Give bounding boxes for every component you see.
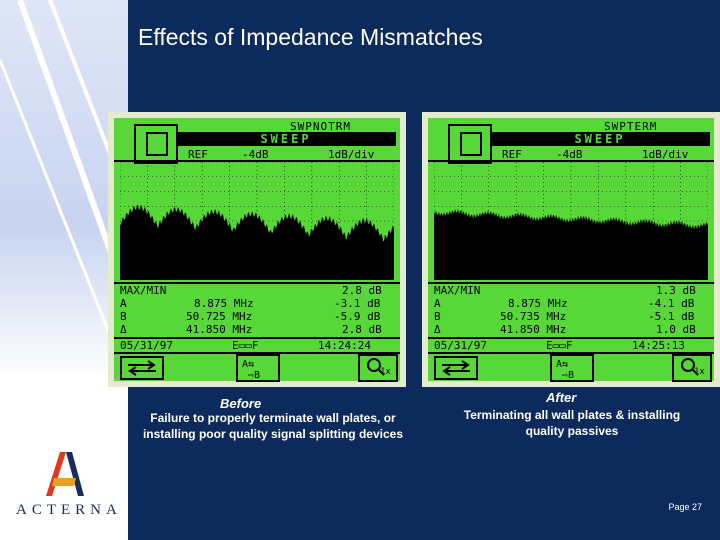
before-ab-toggle-icon[interactable]: A⇆ ⇨B (236, 354, 280, 382)
after-level-b: -5.1 dB (648, 310, 695, 323)
after-maxmin-label: MAX/MIN (434, 284, 481, 297)
svg-text:⇨B: ⇨B (248, 370, 260, 380)
after-marker-b: B (434, 310, 441, 323)
after-maxmin-value: 1.3 dB (656, 284, 696, 297)
after-ref-level: -4dB (556, 148, 583, 161)
before-scale: 1dB/div (328, 148, 375, 161)
after-level-delta: 1.0 dB (656, 323, 696, 336)
svg-text:A⇆: A⇆ (242, 359, 254, 370)
before-marker-b: B (120, 310, 127, 323)
before-time: 14:24:24 (318, 339, 371, 352)
before-freq-delta: 41.850 MHz (186, 323, 253, 336)
before-maxmin-value: 2.8 dB (342, 284, 382, 297)
after-heading: After (546, 390, 577, 405)
svg-text:A⇆: A⇆ (556, 359, 568, 370)
logo-wordmark: ACTERNA (16, 502, 122, 518)
after-date: 05/31/97 (434, 339, 487, 352)
after-caption: Terminating all wall plates & installing… (430, 407, 714, 439)
before-marker-delta: Δ (120, 323, 127, 336)
before-caption-line1: Failure to properly terminate wall plate… (150, 411, 396, 425)
before-level-delta: 2.8 dB (342, 323, 382, 336)
after-marker-a: A (434, 297, 441, 310)
before-zoom-level: 1x (380, 367, 391, 377)
page-number: Page 27 (668, 502, 702, 512)
before-file-icon (134, 124, 178, 164)
before-caption-line2: installing poor quality signal splitting… (142, 427, 404, 441)
after-caption-line2: quality passives (525, 424, 619, 438)
before-maxmin-label: MAX/MIN (120, 284, 167, 297)
after-file-icon (448, 124, 492, 164)
before-battery-icon: E▭▭F (232, 339, 259, 352)
before-ref-level: -4dB (242, 148, 269, 161)
before-caption: Failure to properly terminate wall plate… (108, 410, 438, 442)
before-sweep-plot (120, 162, 394, 280)
before-sweep-banner: SWEEP (176, 132, 396, 146)
svg-text:⇨B: ⇨B (562, 370, 574, 380)
after-freq-a: 8.875 MHz (508, 297, 568, 310)
before-mode-label: SWPNOTRM (290, 120, 351, 133)
before-level-a: -3.1 dB (334, 297, 381, 310)
after-ab-toggle-icon[interactable]: A⇆ ⇨B (550, 354, 594, 382)
after-mode-label: SWPTERM (604, 120, 658, 133)
before-level-b: -5.9 dB (334, 310, 381, 323)
before-ref-label: REF (188, 148, 208, 161)
after-level-a: -4.1 dB (648, 297, 695, 310)
after-zoom-level: 1x (694, 367, 705, 377)
before-marker-a: A (120, 297, 127, 310)
after-sweep-plot (434, 162, 708, 280)
after-freq-b: 50.735 MHz (500, 310, 567, 323)
before-display: SWPNOTRM SWEEP REF -4dB 1dB/div MAX/MIN … (114, 118, 400, 382)
after-scale: 1dB/div (642, 148, 689, 161)
after-ref-label: REF (502, 148, 522, 161)
sidebar-panel: ACTERNA (0, 0, 128, 540)
after-sweep-banner: SWEEP (490, 132, 710, 146)
after-time: 14:25:13 (632, 339, 685, 352)
before-freq-a: 8.875 MHz (194, 297, 254, 310)
after-battery-icon: E▭▭F (546, 339, 573, 352)
before-freq-b: 50.725 MHz (186, 310, 253, 323)
before-swap-icon[interactable] (120, 356, 164, 380)
sweep-trace (434, 208, 708, 280)
after-freq-delta: 41.850 MHz (500, 323, 567, 336)
sweep-trace (120, 204, 394, 280)
page-title: Effects of Impedance Mismatches (138, 24, 483, 50)
before-screen: SWPNOTRM SWEEP REF -4dB 1dB/div MAX/MIN … (108, 112, 406, 387)
before-zoom-icon[interactable]: 1x (358, 354, 398, 382)
after-caption-line1: Terminating all wall plates & installing (463, 408, 681, 422)
after-zoom-icon[interactable]: 1x (672, 354, 712, 382)
after-display: SWPTERM SWEEP REF -4dB 1dB/div MAX/MIN 1… (428, 118, 714, 382)
acterna-logo-mark-icon (46, 452, 84, 496)
before-heading: Before (220, 396, 262, 411)
after-screen: SWPTERM SWEEP REF -4dB 1dB/div MAX/MIN 1… (422, 112, 720, 387)
after-marker-delta: Δ (434, 323, 441, 336)
after-swap-icon[interactable] (434, 356, 478, 380)
before-date: 05/31/97 (120, 339, 173, 352)
decorative-band (0, 0, 128, 380)
